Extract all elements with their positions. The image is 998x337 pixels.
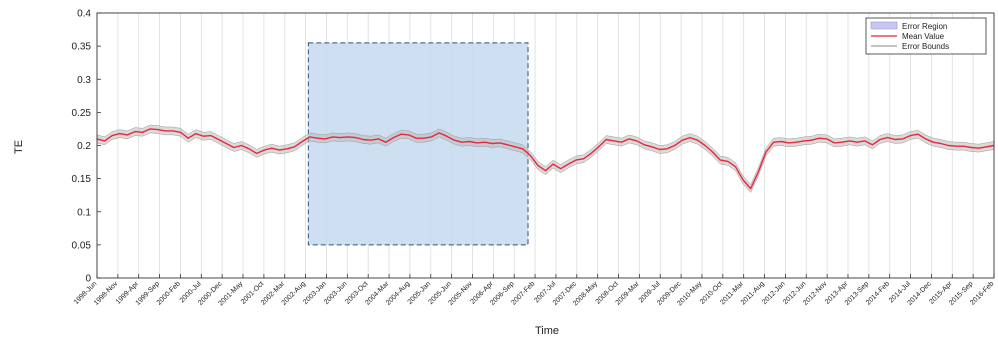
- mean-series: [96, 128, 995, 190]
- mean-value-line: [96, 128, 995, 190]
- y-tick-label: 0: [85, 274, 91, 285]
- x-tick-label: 2009-Mar: [615, 280, 642, 307]
- y-tick-labels: 0 0.05 0.1 0.15 0.2 0.25 0.3 0.35 0.4: [72, 9, 92, 285]
- y-tick-label: 0.15: [72, 174, 92, 185]
- legend-swatch-error-region: [870, 21, 898, 30]
- y-tick-label: 0.2: [77, 141, 91, 152]
- y-tick-label: 0.05: [72, 240, 92, 251]
- axes: [96, 12, 995, 279]
- y-tick-label: 0.1: [77, 207, 91, 218]
- x-tick-labels: 1998-Jun1998-Nov1999-Apr1999-Sep2000-Feb…: [73, 280, 996, 307]
- y-tick-label: 0.3: [77, 75, 91, 86]
- legend-label: Mean Value: [902, 32, 945, 41]
- y-tick-label: 0.25: [72, 108, 92, 119]
- legend-label: Error Region: [902, 22, 947, 31]
- y-tick-label: 0.35: [72, 42, 92, 53]
- legend-label: Error Bounds: [902, 42, 949, 51]
- y-axis-label: TE: [13, 140, 25, 154]
- x-axis-label: Time: [535, 325, 559, 337]
- axis-box: [96, 12, 995, 279]
- y-tick-label: 0.4: [77, 9, 91, 20]
